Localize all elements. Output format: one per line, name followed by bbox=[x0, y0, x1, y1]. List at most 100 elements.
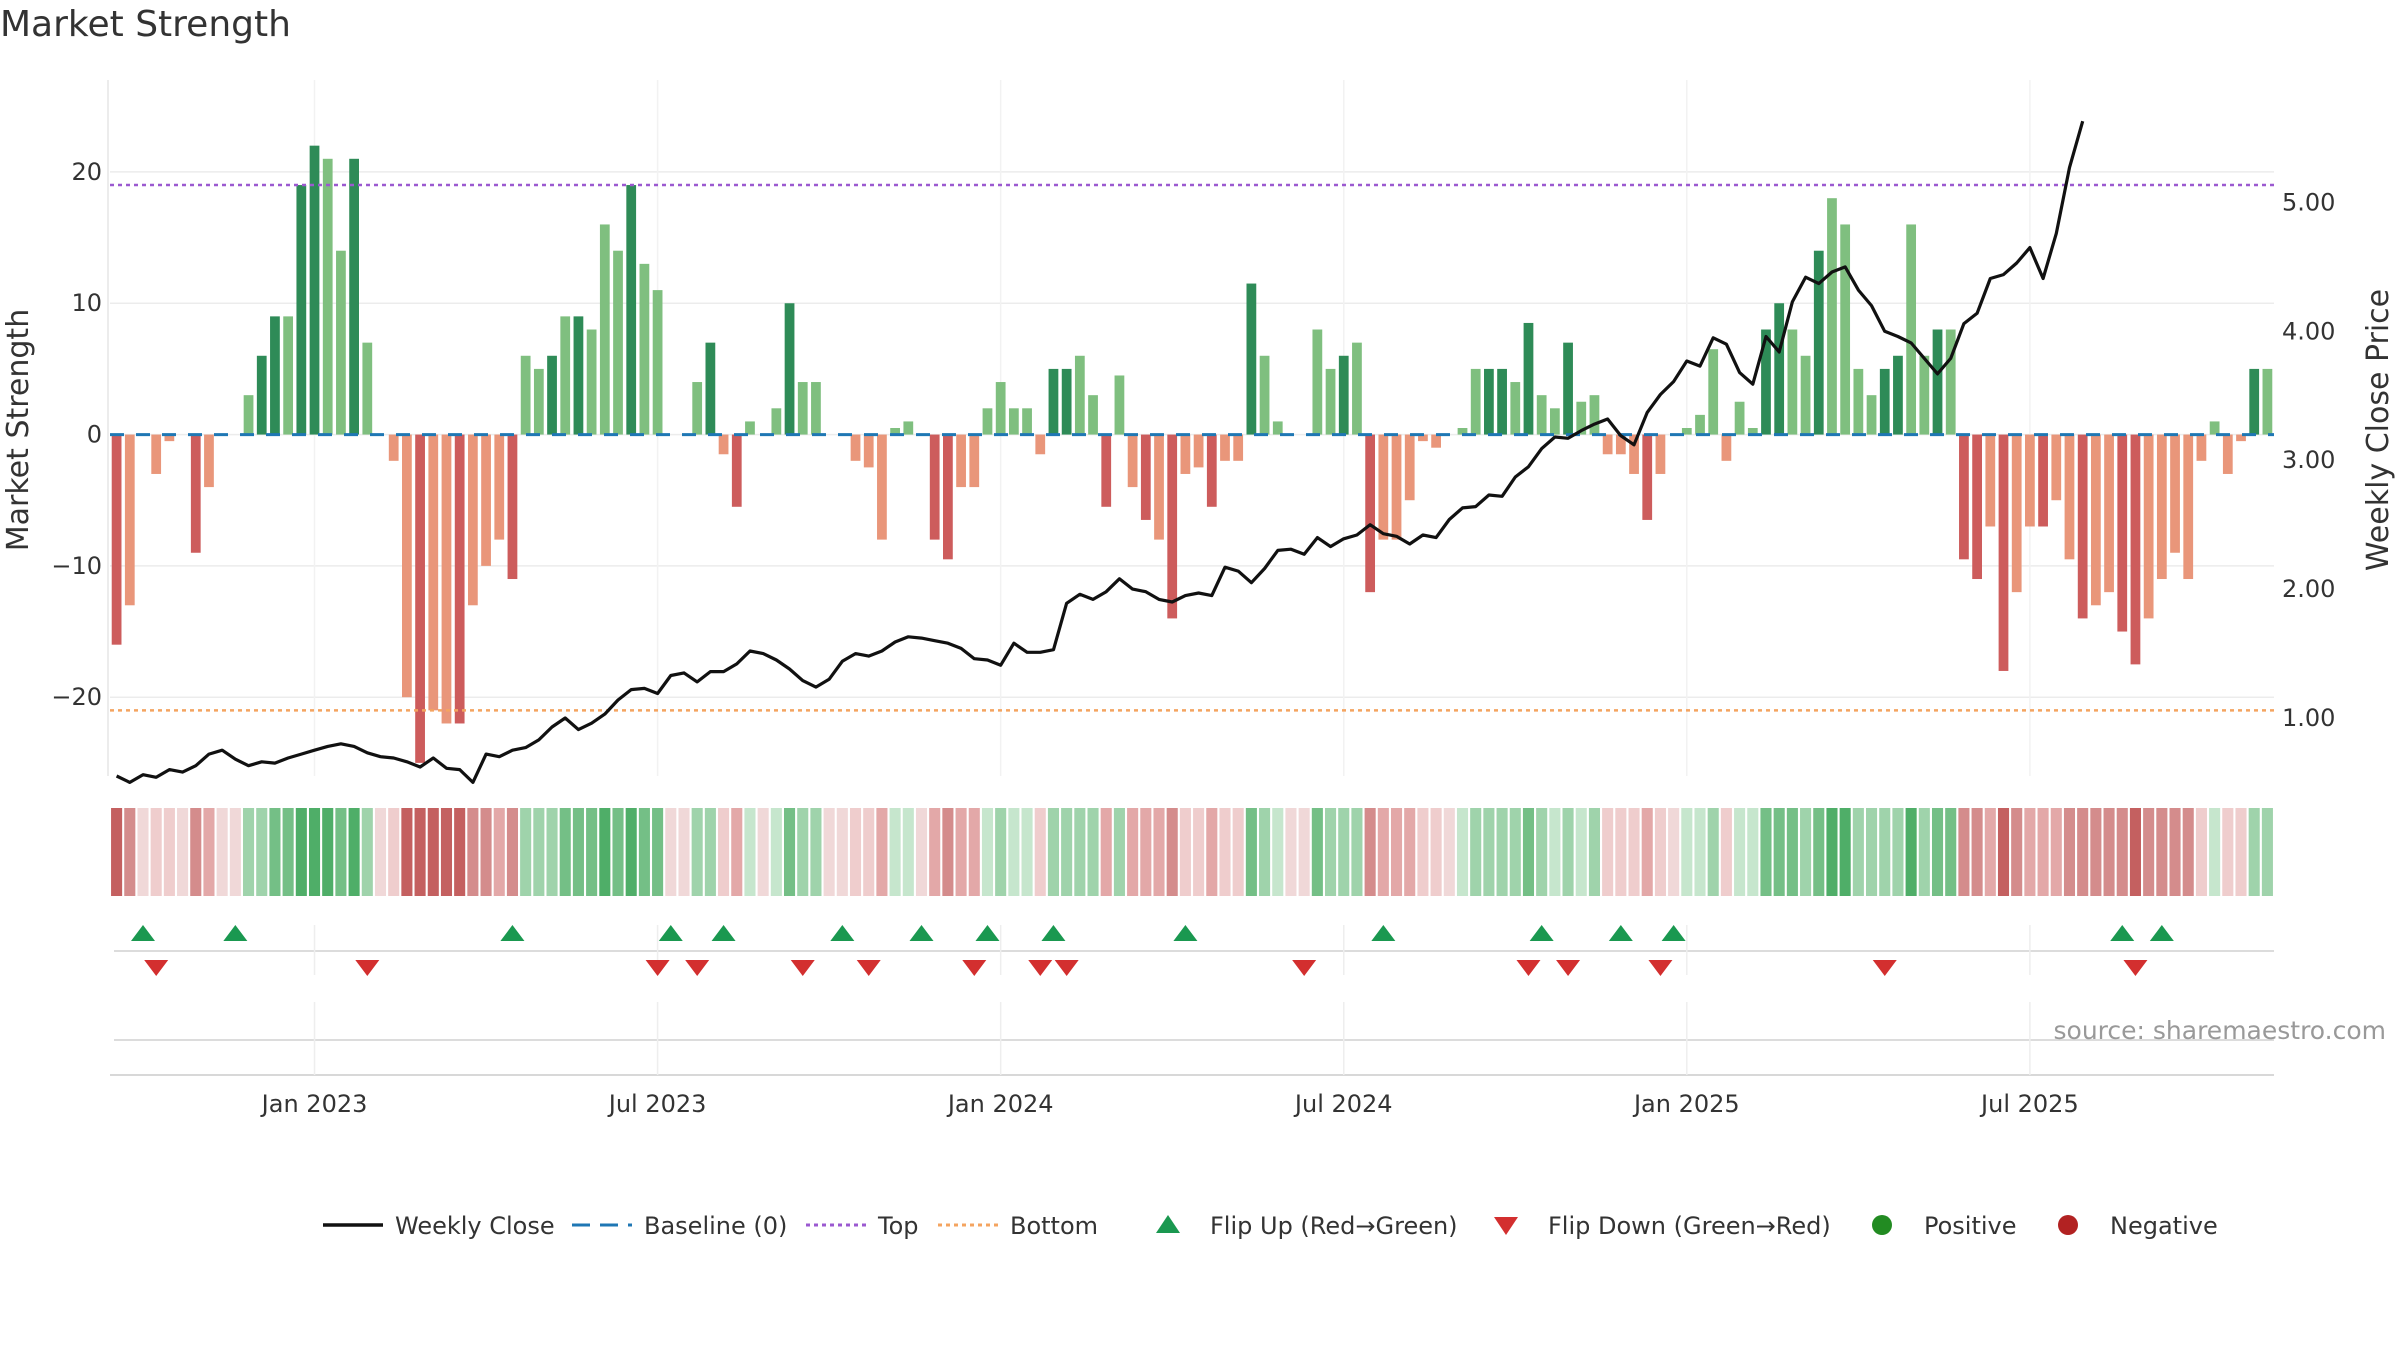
strength-bar bbox=[283, 316, 294, 435]
sentiment-cell bbox=[2063, 808, 2076, 896]
strength-bar bbox=[1615, 434, 1626, 455]
strength-bar bbox=[890, 428, 900, 435]
sentiment-cell bbox=[335, 808, 347, 896]
sentiment-cell bbox=[612, 808, 624, 896]
flip-up-marker bbox=[1661, 925, 1686, 941]
axes: 20 10 0 −10 −20 5.00 4.00 3.00 2.00 1.00 bbox=[51, 80, 2335, 776]
sentiment-cell bbox=[1417, 808, 1429, 896]
strength-bar bbox=[1589, 395, 1600, 435]
flip-down-marker bbox=[144, 960, 169, 976]
sentiment-cell bbox=[414, 808, 426, 896]
sentiment-cell bbox=[968, 808, 980, 896]
sentiment-cell bbox=[203, 808, 215, 896]
flip-up-marker bbox=[1608, 925, 1633, 941]
strength-bar bbox=[995, 382, 1006, 435]
y-left-tick-label: 10 bbox=[71, 289, 102, 317]
sentiment-cell bbox=[533, 808, 545, 896]
sentiment-cell bbox=[2024, 808, 2036, 896]
strength-bar bbox=[1761, 329, 1771, 435]
flip-up-marker bbox=[223, 925, 248, 941]
sentiment-cell bbox=[361, 808, 373, 896]
legend-item: Bottom bbox=[938, 1212, 1098, 1240]
strength-bar bbox=[296, 185, 307, 435]
strength-bar bbox=[1695, 414, 1705, 435]
strength-bar bbox=[1338, 355, 1349, 435]
strength-bar bbox=[415, 434, 425, 763]
sentiment-cell bbox=[374, 808, 387, 896]
sentiment-cell bbox=[718, 808, 730, 896]
sentiment-cell bbox=[1866, 808, 1878, 896]
sentiment-cell bbox=[401, 808, 413, 896]
sentiment-cell bbox=[137, 808, 149, 896]
sentiment-cell bbox=[836, 808, 848, 896]
sentiment-cell bbox=[322, 808, 334, 896]
strength-bar bbox=[2170, 434, 2180, 553]
sentiment-cell bbox=[1351, 808, 1363, 896]
sentiment-cell bbox=[784, 808, 796, 896]
sentiment-cell bbox=[1034, 808, 1046, 896]
sentiment-cell bbox=[2209, 808, 2221, 896]
flip-up-marker bbox=[130, 925, 155, 941]
legend-item: Negative bbox=[2058, 1212, 2218, 1240]
sentiment-cell bbox=[1997, 808, 2010, 896]
sentiment-cell bbox=[1905, 808, 1917, 896]
sentiment-cell bbox=[1166, 808, 1178, 896]
sentiment-cell bbox=[902, 808, 914, 896]
strength-bar bbox=[1800, 355, 1811, 435]
strength-bar bbox=[903, 421, 914, 435]
sentiment-cell bbox=[1140, 808, 1152, 896]
flip-up-marker bbox=[2110, 925, 2135, 941]
flip-down-marker bbox=[355, 960, 380, 976]
sentiment-cell bbox=[1338, 808, 1350, 896]
strength-bar bbox=[1378, 434, 1389, 540]
flip-up-marker bbox=[1041, 925, 1066, 941]
flip-down-marker bbox=[1556, 960, 1581, 976]
strength-bar bbox=[1985, 434, 1996, 527]
sentiment-cell bbox=[1892, 808, 1904, 896]
sentiment-cell bbox=[1958, 808, 1970, 896]
strength-bar bbox=[2236, 434, 2246, 442]
strength-bar bbox=[2222, 434, 2233, 474]
strength-bar bbox=[1866, 395, 1877, 435]
sentiment-cell bbox=[586, 808, 598, 896]
sentiment-cell bbox=[1681, 808, 1693, 896]
sentiment-cell bbox=[1747, 808, 1759, 896]
strength-bar bbox=[533, 368, 544, 435]
strength-bar bbox=[1246, 283, 1257, 435]
sentiment-cell bbox=[1509, 808, 1521, 896]
strength-bar bbox=[507, 434, 518, 580]
sentiment-cell bbox=[388, 808, 400, 896]
sentiment-cell bbox=[2050, 808, 2062, 896]
flip-down-marker bbox=[645, 960, 670, 976]
sentiment-cell bbox=[467, 808, 479, 896]
sentiment-cell bbox=[2235, 808, 2247, 896]
strength-bar bbox=[639, 263, 650, 435]
sentiment-cell bbox=[625, 808, 637, 896]
sentiment-cell bbox=[2011, 808, 2023, 896]
sentiment-cell bbox=[1087, 808, 1099, 896]
sentiment-cell bbox=[1760, 808, 1772, 896]
sentiment-cell bbox=[243, 808, 255, 896]
strength-bar bbox=[1523, 322, 1534, 435]
strength-bar bbox=[1127, 434, 1138, 488]
strength-bar bbox=[2130, 434, 2141, 665]
strength-bar bbox=[1457, 428, 1468, 435]
strength-bar bbox=[2064, 434, 2075, 560]
strength-bar bbox=[1998, 434, 2009, 671]
strength-bars bbox=[111, 145, 2273, 763]
strength-bar bbox=[771, 408, 782, 435]
sentiment-cell bbox=[1272, 808, 1284, 896]
sentiment-cell bbox=[1984, 808, 1996, 896]
strength-bar bbox=[1681, 428, 1692, 435]
strength-bar bbox=[2249, 368, 2260, 435]
strength-bar bbox=[1233, 434, 1244, 461]
strength-bar bbox=[454, 434, 465, 724]
strength-bar bbox=[2156, 434, 2167, 580]
strength-bar bbox=[784, 303, 795, 435]
y-left-tick-label: −10 bbox=[51, 552, 102, 580]
strength-bar bbox=[1391, 434, 1402, 540]
sentiment-cell bbox=[1153, 808, 1165, 896]
sentiment-cell bbox=[2169, 808, 2181, 896]
x-tick-label: Jul 2025 bbox=[1979, 1090, 2079, 1118]
flip-down-marker bbox=[685, 960, 710, 976]
